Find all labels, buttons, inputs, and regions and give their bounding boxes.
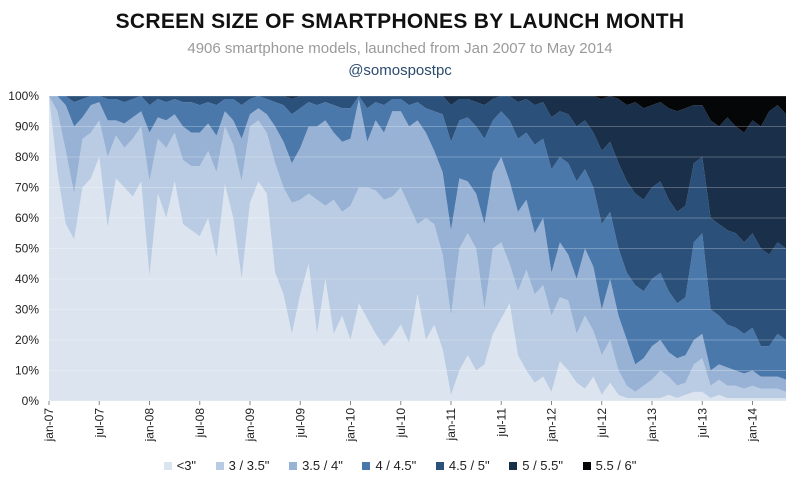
y-tick-label: 10% [15, 364, 39, 378]
legend-item: 3.5 / 4" [289, 458, 343, 473]
legend-item: 5.5 / 6" [582, 458, 637, 473]
x-tick-label: jan-11 [444, 408, 458, 442]
legend-swatch [435, 462, 444, 470]
x-tick-label: jul-13 [695, 408, 709, 439]
legend-label: 3 / 3.5" [228, 458, 270, 473]
series-area [49, 96, 786, 392]
x-tick-label: jan-10 [344, 408, 358, 443]
legend-swatch [509, 462, 518, 470]
legend-label: 5 / 5.5" [522, 458, 563, 473]
x-tick-label: jan-09 [243, 408, 257, 443]
legend-swatch [582, 462, 591, 470]
series-area [49, 96, 786, 347]
series-area [49, 96, 786, 398]
grid-lines [49, 95, 786, 402]
x-tick-label: jul-11 [494, 408, 508, 438]
legend-label: 3.5 / 4" [302, 458, 343, 473]
y-tick-label: 100% [8, 89, 39, 103]
series-area [49, 96, 786, 133]
legend-swatch [289, 462, 298, 470]
y-tick-label: 70% [15, 181, 39, 195]
x-tick-label: jul-12 [595, 408, 609, 439]
x-tick-label: jan-13 [645, 408, 659, 443]
legend-item: 3 / 3.5" [215, 458, 270, 473]
x-tick-label: jul-08 [193, 408, 207, 439]
y-tick-label: 0% [22, 394, 40, 408]
y-tick-label: 90% [15, 120, 39, 134]
x-tick-label: jul-10 [394, 408, 408, 439]
x-tick-label: jan-12 [545, 408, 559, 443]
legend-item: <3" [163, 458, 197, 473]
y-axis-ticks: 0% 10% 20% 30% 40% 50% 60% 70% 80% 90% 100% [8, 89, 39, 408]
y-tick-label: 80% [15, 150, 39, 164]
legend-swatch [362, 462, 371, 470]
legend-swatch [163, 462, 172, 470]
chart-title: SCREEN SIZE OF SMARTPHONES BY LAUNCH MON… [115, 10, 685, 33]
chart-legend: <3" 3 / 3.5" 3.5 / 4" 4 / 4.5" 4.5 / 5" … [0, 458, 800, 473]
x-tick-label: jan-08 [143, 408, 157, 443]
legend-item: 4.5 / 5" [435, 458, 490, 473]
x-tick-label: jul-09 [293, 408, 307, 439]
x-tick-label: jan-07 [42, 408, 56, 443]
legend-label: 5.5 / 6" [595, 458, 637, 473]
series-areas [49, 96, 786, 401]
y-tick-label: 40% [15, 272, 39, 286]
y-tick-label: 30% [15, 303, 39, 317]
legend-item: 5 / 5.5" [509, 458, 563, 473]
y-tick-label: 60% [15, 211, 39, 225]
author-handle: @somospostpc [348, 62, 452, 79]
series-area [49, 96, 786, 255]
legend-label: 4.5 / 5" [448, 458, 490, 473]
x-axis-ticks: jan-07 jul-07 jan-08 jul-08 jan-09 jul-09 jan-… [42, 401, 760, 442]
legend-swatch [215, 462, 224, 470]
series-area [49, 96, 786, 380]
x-tick-label: jan-14 [746, 408, 760, 443]
chart-subtitle: 4906 smartphone models, launched from Ja… [187, 40, 613, 57]
legend-item: 4 / 4.5" [362, 458, 416, 473]
legend-label: <3" [176, 458, 197, 473]
y-tick-label: 50% [15, 242, 39, 256]
series-area [49, 96, 786, 401]
x-tick-label: jul-07 [92, 408, 106, 439]
legend-label: 4 / 4.5" [375, 458, 417, 473]
y-tick-label: 20% [15, 333, 39, 347]
